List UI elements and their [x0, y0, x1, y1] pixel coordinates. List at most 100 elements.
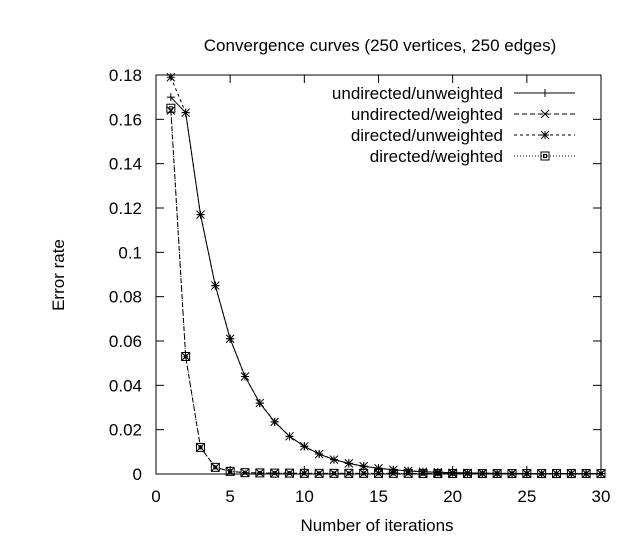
- legend-label: directed/unweighted: [351, 126, 503, 145]
- legend-marker-inner: [543, 154, 547, 158]
- data-point: [448, 469, 458, 479]
- data-point: [344, 468, 354, 478]
- x-tick-label: 10: [295, 487, 314, 506]
- x-tick-label: 30: [592, 487, 611, 506]
- data-point: [403, 468, 413, 478]
- data-point: [374, 463, 383, 473]
- data-point-inner: [510, 471, 514, 476]
- y-axis: 0 0.02 0.04 0.06 0.08 0.1 0.12 0.14 0.16 0.18: [109, 66, 601, 484]
- data-point: [581, 469, 591, 479]
- y-tick-label: 0.02: [109, 421, 142, 440]
- y-axis-label: Error rate: [49, 239, 68, 311]
- data-point-inner: [168, 106, 173, 111]
- data-point: [166, 106, 176, 115]
- legend-marker: [540, 130, 550, 140]
- data-point-inner: [524, 471, 529, 476]
- data-point: [314, 449, 324, 459]
- data-point: [359, 468, 369, 478]
- data-point: [403, 466, 413, 476]
- y-tick-label: 0.06: [109, 332, 142, 351]
- x-tick-label: 25: [517, 487, 536, 506]
- data-point: [344, 459, 354, 468]
- legend-label: undirected/weighted: [351, 105, 503, 124]
- data-point: [196, 443, 205, 452]
- data-point: [329, 468, 339, 478]
- data-point-inner: [272, 471, 277, 476]
- data-point-inner: [406, 471, 411, 476]
- legend-marker: [540, 109, 550, 119]
- data-point: [329, 455, 339, 464]
- data-point-inner: [495, 471, 500, 476]
- data-point-inner: [465, 471, 470, 476]
- data-point-inner: [569, 471, 574, 476]
- y-tick-label: 0.1: [118, 243, 142, 262]
- data-point-inner: [257, 470, 262, 475]
- data-point: [448, 468, 458, 478]
- data-point: [270, 468, 280, 478]
- data-point: [507, 468, 517, 478]
- y-tick-label: 0: [133, 465, 142, 484]
- data-point: [240, 372, 250, 381]
- data-point: [196, 210, 205, 220]
- data-point: [359, 468, 369, 478]
- data-point: [166, 72, 176, 82]
- y-tick-label: 0.04: [109, 376, 142, 395]
- legend-label: undirected/unweighted: [332, 84, 503, 103]
- series-line: [170, 108, 601, 475]
- data-point: [522, 469, 532, 479]
- data-point: [210, 281, 220, 290]
- data-point-inner: [391, 471, 396, 476]
- x-tick-label: 20: [443, 487, 462, 506]
- data-point: [566, 469, 576, 478]
- y-tick-label: 0.12: [109, 199, 142, 218]
- data-point-inner: [421, 471, 425, 476]
- data-point: [285, 468, 294, 478]
- y-tick-label: 0.14: [109, 155, 142, 174]
- data-point: [210, 462, 220, 472]
- data-point: [299, 468, 309, 478]
- y-tick-label: 0.16: [109, 110, 142, 129]
- x-tick-label: 15: [369, 487, 388, 506]
- data-point-inner: [435, 471, 440, 476]
- data-point: [537, 469, 547, 478]
- series-layer: [166, 72, 606, 479]
- data-point: [581, 469, 591, 478]
- data-point: [433, 469, 443, 479]
- chart-title: Convergence curves (250 vertices, 250 ed…: [204, 36, 556, 55]
- data-point: [537, 469, 547, 479]
- data-point: [255, 468, 265, 478]
- data-point: [463, 469, 472, 479]
- x-axis: 0 5 10 15 20 25 30: [151, 75, 610, 506]
- data-point: [418, 469, 428, 479]
- data-point-inner: [361, 471, 366, 476]
- data-point: [552, 469, 561, 478]
- data-point: [596, 469, 606, 478]
- data-point: [522, 469, 532, 478]
- data-point: [181, 108, 191, 118]
- y-tick-label: 0.08: [109, 288, 142, 307]
- data-point-inner: [228, 469, 233, 474]
- data-point: [359, 461, 369, 471]
- legend-item: directed/unweighted: [351, 126, 575, 145]
- x-tick-label: 0: [151, 487, 160, 506]
- data-point-inner: [450, 471, 455, 476]
- data-point: [240, 468, 250, 478]
- data-point: [374, 468, 383, 478]
- data-point: [196, 442, 205, 452]
- data-point: [285, 468, 294, 478]
- data-point-inner: [346, 471, 351, 476]
- data-point: [210, 462, 220, 472]
- legend-marker: [541, 89, 549, 97]
- data-point: [255, 468, 265, 478]
- legend-label: directed/weighted: [370, 147, 503, 166]
- data-point: [314, 468, 324, 478]
- data-point-inner: [480, 471, 485, 476]
- data-point: [477, 469, 487, 479]
- data-point: [240, 468, 250, 478]
- data-point-inner: [554, 471, 559, 476]
- data-point: [299, 441, 309, 451]
- data-point: [166, 93, 175, 102]
- data-point: [492, 469, 502, 479]
- legend: undirected/unweighted undirected/weighted…: [332, 84, 575, 166]
- data-point: [285, 431, 294, 441]
